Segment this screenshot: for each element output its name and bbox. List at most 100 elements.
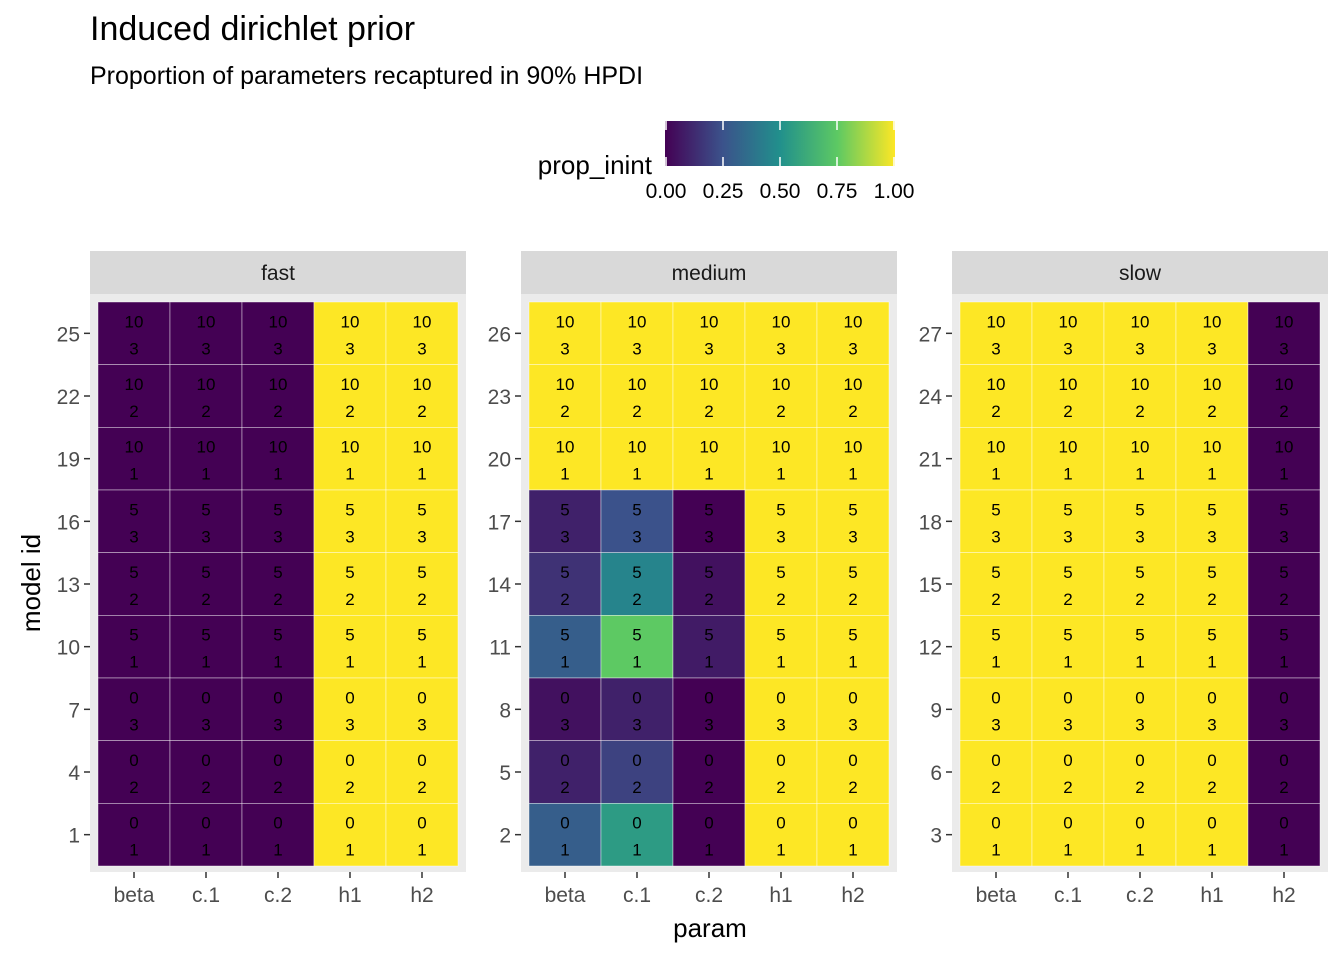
- heatmap-cell: [313, 301, 387, 365]
- cell-label-top: 5: [129, 626, 138, 645]
- cell-label-bottom: 3: [1135, 527, 1144, 546]
- cell-label-top: 5: [201, 563, 210, 582]
- heatmap-cell: [600, 803, 674, 867]
- cell-label-bottom: 3: [1279, 527, 1288, 546]
- cell-label-top: 10: [556, 375, 575, 394]
- cell-label-top: 5: [1135, 500, 1144, 519]
- cell-label-bottom: 3: [1207, 715, 1216, 734]
- y-tick-label: 16: [57, 511, 80, 534]
- heatmap-cell: [528, 552, 602, 616]
- heatmap-cell: [1247, 740, 1321, 804]
- x-tick-label: h2: [1272, 884, 1295, 907]
- cell-label-bottom: 2: [201, 590, 210, 609]
- cell-label-bottom: 2: [345, 590, 354, 609]
- heatmap-cell: [959, 740, 1033, 804]
- cell-label-bottom: 2: [560, 402, 569, 421]
- y-tick-label: 13: [57, 574, 80, 597]
- cell-label-bottom: 2: [129, 590, 138, 609]
- cell-label-bottom: 1: [129, 653, 138, 672]
- cell-label-top: 0: [345, 688, 354, 707]
- cell-label-top: 10: [556, 312, 575, 331]
- cell-label-bottom: 1: [345, 465, 354, 484]
- heatmap-cell: [1031, 615, 1105, 679]
- cell-label-top: 5: [704, 626, 713, 645]
- cell-label-top: 0: [991, 814, 1000, 833]
- cell-label-bottom: 3: [991, 339, 1000, 358]
- heatmap-cell: [313, 552, 387, 616]
- cell-label-bottom: 2: [1279, 402, 1288, 421]
- cell-label-top: 5: [776, 500, 785, 519]
- cell-label-bottom: 3: [1279, 339, 1288, 358]
- cell-label-bottom: 2: [776, 402, 785, 421]
- cell-label-bottom: 1: [1135, 465, 1144, 484]
- cell-label-bottom: 3: [1135, 339, 1144, 358]
- heatmap-cell: [744, 615, 818, 679]
- cell-label-bottom: 3: [848, 527, 857, 546]
- heatmap-cell: [816, 615, 890, 679]
- heatmap-cell: [169, 740, 243, 804]
- legend-tick-label: 0.00: [646, 180, 687, 203]
- cell-label-bottom: 2: [345, 778, 354, 797]
- heatmap-cell: [313, 677, 387, 741]
- x-tick-label: h2: [841, 884, 864, 907]
- cell-label-top: 5: [1063, 626, 1072, 645]
- cell-label-bottom: 1: [704, 841, 713, 860]
- heatmap-cell: [241, 740, 315, 804]
- cell-label-top: 5: [1207, 500, 1216, 519]
- cell-label-top: 0: [991, 688, 1000, 707]
- cell-label-bottom: 3: [273, 715, 282, 734]
- cell-label-top: 5: [704, 563, 713, 582]
- legend-tick-label: 0.25: [703, 180, 744, 203]
- cell-label-top: 10: [197, 312, 216, 331]
- y-tick-label: 1: [68, 825, 80, 848]
- cell-label-bottom: 1: [848, 465, 857, 484]
- x-tick-label: c.1: [623, 884, 651, 907]
- cell-label-bottom: 2: [1207, 590, 1216, 609]
- cell-label-top: 0: [345, 751, 354, 770]
- y-tick-label: 18: [919, 511, 942, 534]
- cell-label-bottom: 3: [991, 715, 1000, 734]
- cell-label-bottom: 1: [991, 465, 1000, 484]
- cell-label-bottom: 3: [1063, 527, 1072, 546]
- cell-label-bottom: 3: [848, 715, 857, 734]
- cell-label-bottom: 3: [345, 527, 354, 546]
- cell-label-bottom: 3: [129, 715, 138, 734]
- chart-title: Induced dirichlet prior: [90, 10, 415, 48]
- cell-label-top: 0: [417, 751, 426, 770]
- cell-label-top: 0: [632, 688, 641, 707]
- cell-label-top: 5: [417, 563, 426, 582]
- cell-label-top: 10: [413, 312, 432, 331]
- heatmap-cell: [959, 489, 1033, 553]
- heatmap-cell: [169, 301, 243, 365]
- cell-label-top: 10: [1131, 438, 1150, 457]
- cell-label-bottom: 2: [345, 402, 354, 421]
- cell-label-bottom: 2: [776, 590, 785, 609]
- cell-label-bottom: 3: [201, 527, 210, 546]
- cell-label-top: 10: [125, 438, 144, 457]
- x-tick-label: h1: [338, 884, 361, 907]
- heatmap-cell: [816, 740, 890, 804]
- cell-label-bottom: 2: [991, 402, 1000, 421]
- cell-label-top: 0: [129, 751, 138, 770]
- heatmap-cell: [169, 677, 243, 741]
- heatmap-cell: [241, 489, 315, 553]
- y-tick-label: 22: [57, 386, 80, 409]
- heatmap-cell: [241, 364, 315, 428]
- cell-label-top: 5: [129, 500, 138, 519]
- heatmap-cell: [385, 615, 459, 679]
- cell-label-top: 0: [776, 688, 785, 707]
- cell-label-bottom: 2: [632, 590, 641, 609]
- heatmap-cell: [744, 803, 818, 867]
- y-tick-label: 24: [919, 386, 943, 409]
- heatmap-cell: [1103, 301, 1177, 365]
- cell-label-bottom: 1: [776, 653, 785, 672]
- heatmap-cell: [1175, 489, 1249, 553]
- cell-label-top: 10: [1131, 375, 1150, 394]
- cell-label-bottom: 2: [704, 778, 713, 797]
- heatmap-cell: [816, 677, 890, 741]
- cell-label-top: 5: [201, 626, 210, 645]
- cell-label-bottom: 1: [1279, 841, 1288, 860]
- cell-label-bottom: 3: [632, 715, 641, 734]
- cell-label-bottom: 2: [991, 590, 1000, 609]
- cell-label-bottom: 3: [632, 527, 641, 546]
